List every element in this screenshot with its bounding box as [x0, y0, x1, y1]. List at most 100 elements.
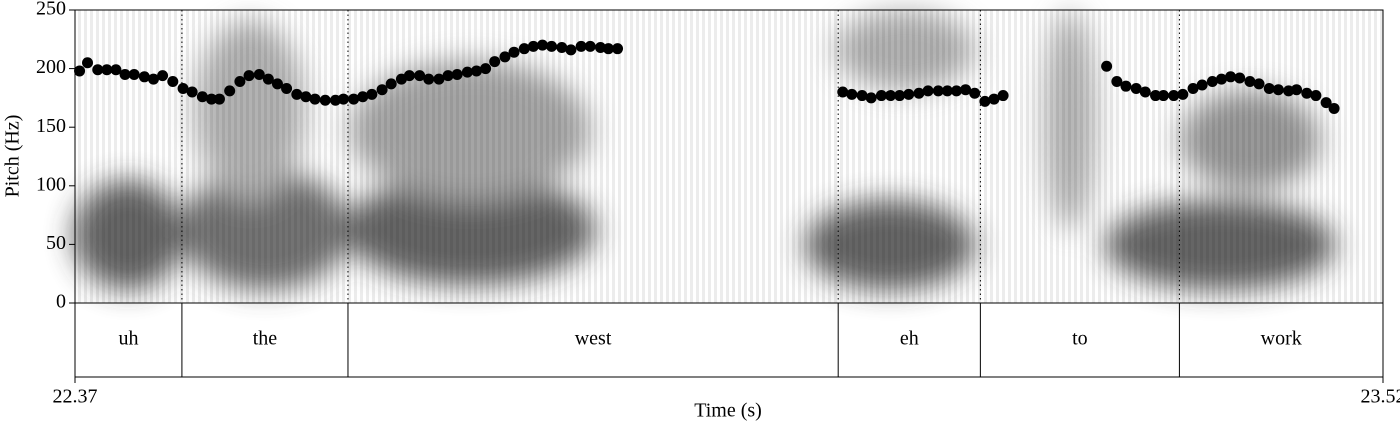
x-axis-label: Time (s): [694, 400, 762, 422]
pitch-point: [1320, 97, 1332, 109]
pitch-point: [119, 68, 131, 80]
pitch-point: [281, 83, 293, 95]
pitch-point: [1263, 83, 1275, 95]
pitch-point: [518, 43, 530, 55]
pitch-point: [224, 85, 236, 97]
pitch-point: [1328, 102, 1340, 114]
pitch-point: [979, 95, 991, 107]
word-label: work: [1261, 328, 1302, 350]
pitch-point: [1253, 78, 1265, 90]
pitch-point: [489, 56, 501, 68]
pitch-point: [584, 40, 596, 52]
pitch-point: [1168, 90, 1180, 102]
pitch-point: [903, 88, 915, 100]
pitch-point: [1206, 75, 1218, 87]
pitch-point: [1120, 80, 1132, 92]
pitch-point: [403, 70, 415, 82]
pitch-point: [357, 91, 369, 103]
pitch-point: [1187, 83, 1199, 95]
pitch-point: [499, 51, 511, 63]
pitch-point: [1177, 88, 1189, 100]
pitch-point: [875, 90, 887, 102]
pitch-point: [602, 43, 614, 55]
pitch-point: [941, 85, 953, 97]
pitch-point: [527, 40, 539, 52]
pitch-point: [442, 70, 454, 82]
pitch-point: [1196, 79, 1208, 91]
pitch-point: [213, 93, 225, 105]
pitch-point: [414, 70, 426, 82]
pitch-point: [385, 78, 397, 90]
y-tick-label: 200: [36, 56, 66, 78]
pitch-point: [960, 84, 972, 96]
x-tick-label: 22.37: [53, 386, 98, 408]
pitch-point: [167, 75, 179, 87]
pitch-point: [1234, 72, 1246, 84]
pitch-point: [451, 68, 463, 80]
pitch-point: [423, 73, 435, 85]
pitch-point: [969, 87, 981, 99]
pitch-point: [186, 86, 198, 98]
pitch-point: [433, 73, 445, 85]
pitch-point: [1139, 86, 1151, 98]
pitch-point: [1130, 83, 1142, 95]
pitch-point: [1101, 60, 1113, 72]
pitch-point: [894, 90, 906, 102]
pitch-point: [913, 87, 925, 99]
spectrogram-texture: [75, 10, 1383, 303]
pitch-point: [1272, 84, 1284, 96]
pitch-point: [319, 94, 331, 106]
word-label: uh: [118, 328, 138, 350]
pitch-point: [1301, 87, 1313, 99]
pitch-point: [101, 64, 113, 76]
pitch-point: [253, 68, 265, 80]
pitch-point: [291, 88, 303, 100]
pitch-point: [1291, 84, 1303, 96]
pitch-point: [546, 40, 558, 52]
pitch-point: [147, 73, 159, 85]
x-tick-label: 23.52: [1361, 386, 1400, 408]
pitch-point: [1215, 73, 1227, 85]
y-tick-label: 150: [36, 115, 66, 137]
word-label: west: [575, 328, 612, 350]
pitch-point: [856, 90, 868, 102]
pitch-point: [128, 68, 140, 80]
pitch-point: [376, 84, 388, 96]
pitch-point: [1150, 90, 1162, 102]
pitch-point: [138, 71, 150, 83]
pitch-point: [74, 65, 86, 77]
pitch-point: [1244, 75, 1256, 87]
pitch-point: [997, 90, 1009, 102]
y-tick-label: 100: [36, 173, 66, 195]
pitch-point: [565, 44, 577, 56]
word-label: the: [253, 328, 278, 350]
pitch-point: [1225, 71, 1237, 83]
pitch-point: [1310, 90, 1322, 102]
pitch-point: [932, 85, 944, 97]
plot-frame: [74, 9, 1384, 378]
y-tick-label: 50: [46, 232, 66, 254]
y-axis-label: Pitch (Hz): [2, 115, 24, 198]
pitch-point: [536, 39, 548, 51]
pitch-point: [300, 91, 312, 103]
pitch-point: [470, 65, 482, 77]
pitch-point: [508, 46, 520, 58]
pitch-point: [922, 85, 934, 97]
pitch-point: [234, 75, 246, 87]
pitch-point: [82, 57, 94, 69]
pitch-point: [950, 85, 962, 97]
pitch-point: [612, 43, 624, 55]
pitch-point: [177, 83, 189, 95]
pitch-point: [885, 90, 897, 102]
pitch-point: [1111, 75, 1123, 87]
word-label: eh: [900, 328, 919, 350]
pitch-point: [92, 64, 104, 76]
pitch-point: [366, 88, 378, 100]
pitch-point: [556, 42, 568, 54]
pitch-point: [309, 93, 321, 105]
y-tick-label: 0: [56, 291, 66, 313]
pitch-point: [837, 86, 849, 98]
pitch-point: [846, 88, 858, 100]
